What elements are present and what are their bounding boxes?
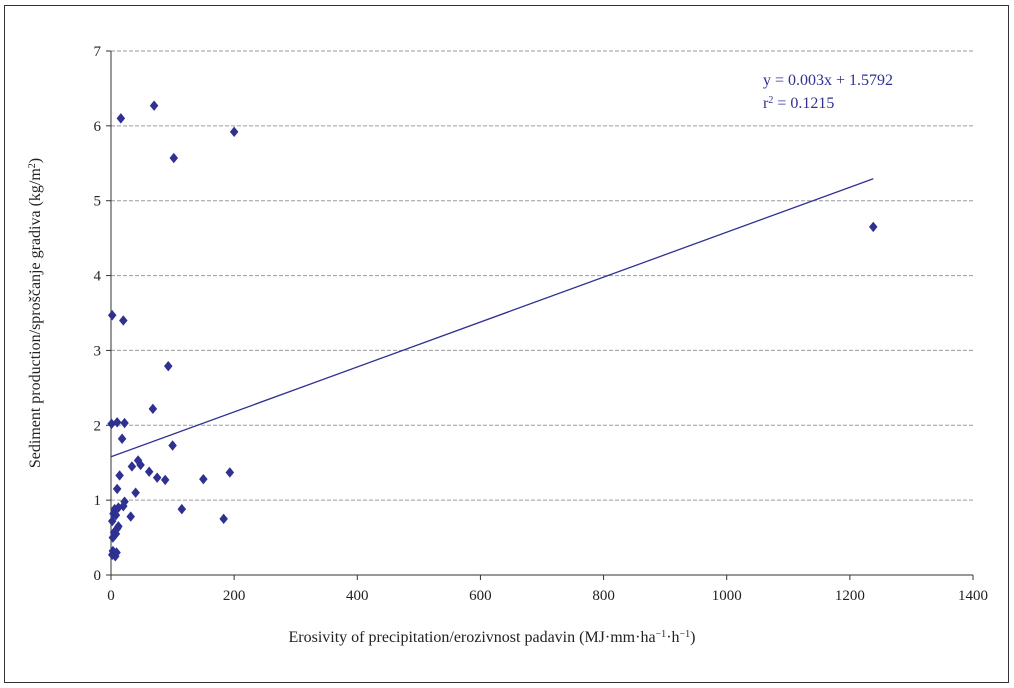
data-point (868, 221, 878, 233)
data-point (107, 310, 117, 321)
y-axis-title: Sediment production/sproščanje gradiva (… (27, 158, 45, 468)
axis-title-part: ) (690, 629, 695, 646)
data-point (131, 487, 140, 498)
chart-frame: 0 1 2 3 4 5 6 7 0 200 400 600 800 1000 1200 1400 y = 0.… (4, 5, 1009, 683)
data-point (136, 459, 145, 471)
y-tick-label: 2 (94, 418, 102, 434)
x-tick-label: 800 (592, 588, 615, 604)
trendline-equation: y = 0.003x + 1.5792 (763, 72, 893, 89)
y-tick-label: 3 (94, 343, 102, 359)
data-point (112, 417, 122, 428)
y-tick-label: 0 (94, 568, 102, 584)
data-point (116, 113, 126, 124)
axis-title-superscript: −1 (680, 629, 691, 640)
y-tick-label: 6 (94, 119, 102, 135)
axis-title-part: Sediment production/sproščanje gradiva (… (27, 168, 44, 468)
gridlines (111, 50, 973, 501)
data-point (112, 547, 121, 558)
data-point (120, 417, 129, 429)
r-squared-exponent: 2 (768, 95, 773, 106)
data-point (126, 511, 135, 522)
data-point (119, 315, 128, 326)
data-point (152, 472, 162, 483)
data-point (225, 467, 235, 478)
y-tick-label: 5 (94, 194, 102, 210)
data-point (120, 496, 129, 507)
axis-title-superscript: −1 (656, 629, 667, 640)
data-point (199, 473, 208, 485)
r-squared-base: r (763, 95, 769, 112)
r-squared-label: r2 = 0.1215 (763, 95, 834, 113)
axis-title-part: ·h (666, 629, 679, 646)
data-point (168, 440, 177, 451)
data-point (149, 100, 159, 111)
axis-title-part: Erosivity of precipitation/erozivnost pa… (289, 629, 656, 646)
x-tick-label: 200 (223, 588, 246, 604)
scatter-chart: 0 1 2 3 4 5 6 7 0 200 400 600 800 1000 1200 1400 y = 0.… (27, 44, 989, 647)
r-squared-value: = 0.1215 (773, 95, 834, 112)
data-point (127, 461, 137, 472)
y-tick-label: 7 (94, 44, 102, 60)
data-point (169, 152, 179, 164)
trendline-group (110, 178, 874, 458)
axis-title-part: ) (27, 158, 44, 163)
data-point (119, 500, 128, 512)
data-point (219, 513, 228, 525)
trendline (110, 178, 874, 458)
data-point (160, 474, 170, 486)
x-tick-label: 0 (107, 588, 115, 604)
x-tick-label: 1000 (712, 588, 742, 604)
tick-labels: 0 1 2 3 4 5 6 7 0 200 400 600 800 1000 1200 1400 (94, 44, 989, 604)
y-tick-label: 1 (94, 493, 102, 509)
data-point (229, 126, 239, 138)
data-point (107, 418, 116, 429)
x-tick-label: 400 (346, 588, 369, 604)
data-point (114, 521, 123, 532)
data-point (177, 503, 187, 515)
x-tick-label: 1200 (835, 588, 865, 604)
x-tick-label: 1400 (958, 588, 988, 604)
data-point (111, 551, 120, 562)
data-point (117, 433, 127, 444)
data-point (112, 483, 122, 495)
y-tick-label: 4 (94, 269, 102, 285)
data-points (107, 100, 878, 562)
data-point (115, 470, 124, 481)
axis-title-superscript: 2 (27, 163, 38, 168)
data-point (144, 466, 154, 477)
x-tick-label: 600 (469, 588, 492, 604)
data-point (148, 403, 158, 415)
data-point (107, 515, 117, 527)
data-point (163, 360, 173, 372)
x-axis-title: Erosivity of precipitation/erozivnost pa… (289, 629, 696, 647)
